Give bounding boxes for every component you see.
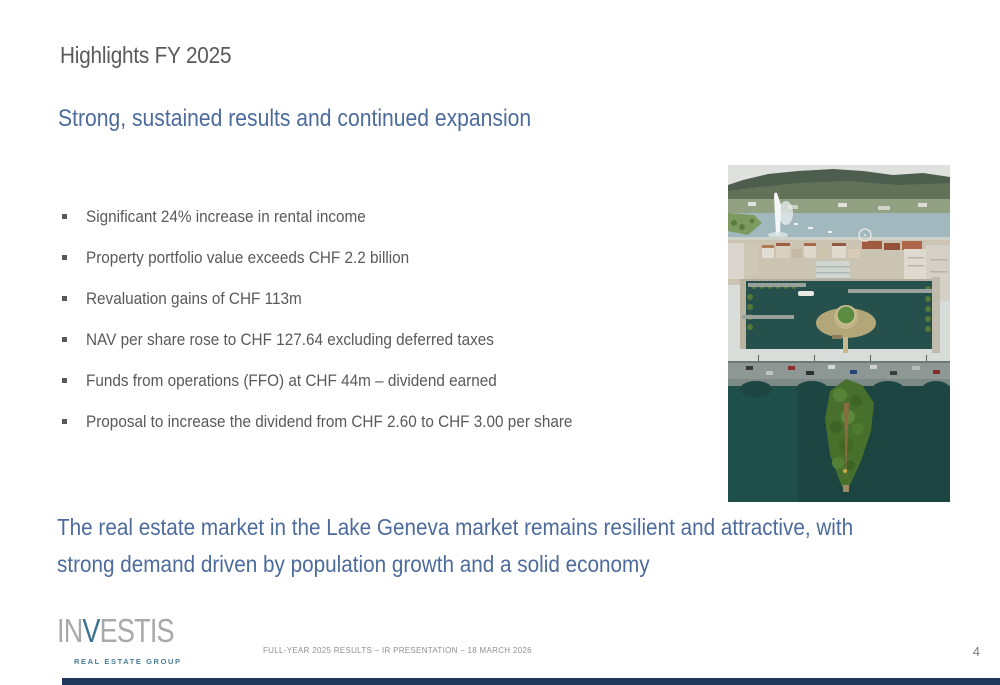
square-bullet-icon (62, 255, 67, 260)
logo-part2: ESTIS (99, 612, 175, 649)
investis-logo-wordmark: INVESTIS (57, 612, 175, 650)
bullet-text: NAV per share rose to CHF 127.64 excludi… (86, 330, 494, 349)
bullet-item: Significant 24% increase in rental incom… (60, 208, 720, 226)
page-number: 4 (972, 644, 980, 659)
square-bullet-icon (62, 378, 67, 383)
bullet-text: Property portfolio value exceeds CHF 2.2… (86, 248, 410, 267)
logo-part1: IN (57, 612, 83, 649)
closing-statement-line2: strong demand driven by population growt… (57, 551, 650, 577)
closing-statement-line1: The real estate market in the Lake Genev… (57, 514, 854, 540)
footer-caption: FULL-YEAR 2025 RESULTS – IR PRESENTATION… (263, 646, 532, 655)
square-bullet-icon (62, 214, 67, 219)
bullet-item: Property portfolio value exceeds CHF 2.2… (60, 249, 720, 267)
bullet-text: Funds from operations (FFO) at CHF 44m –… (86, 371, 497, 390)
square-bullet-icon (62, 296, 67, 301)
geneva-aerial-photo (728, 165, 950, 502)
bullet-item: Funds from operations (FFO) at CHF 44m –… (60, 372, 720, 390)
page-title-text: Highlights FY 2025 (60, 42, 232, 68)
bullet-text: Revaluation gains of CHF 113m (86, 289, 302, 308)
highlights-bullet-list: Significant 24% increase in rental incom… (60, 208, 720, 454)
bullet-item: Proposal to increase the dividend from C… (60, 413, 720, 431)
logo-accent-v: V (82, 612, 100, 649)
square-bullet-icon (62, 337, 67, 342)
bullet-item: NAV per share rose to CHF 127.64 excludi… (60, 331, 720, 349)
investis-logo: INVESTIS REAL ESTATE GROUP (57, 612, 207, 666)
geneva-photo-illustration (728, 165, 950, 502)
logo-tagline: REAL ESTATE GROUP (74, 657, 182, 666)
slide-subtitle: Strong, sustained results and continued … (58, 105, 596, 133)
page-title: Highlights FY 2025 (60, 42, 250, 69)
bullet-item: Revaluation gains of CHF 113m (60, 290, 720, 308)
square-bullet-icon (62, 419, 67, 424)
bullet-text: Significant 24% increase in rental incom… (86, 207, 366, 226)
closing-statement: The real estate market in the Lake Genev… (57, 509, 942, 583)
footer-accent-bar (62, 678, 1000, 685)
slide-subtitle-text: Strong, sustained results and continued … (58, 105, 532, 132)
bullet-text: Proposal to increase the dividend from C… (86, 412, 573, 431)
